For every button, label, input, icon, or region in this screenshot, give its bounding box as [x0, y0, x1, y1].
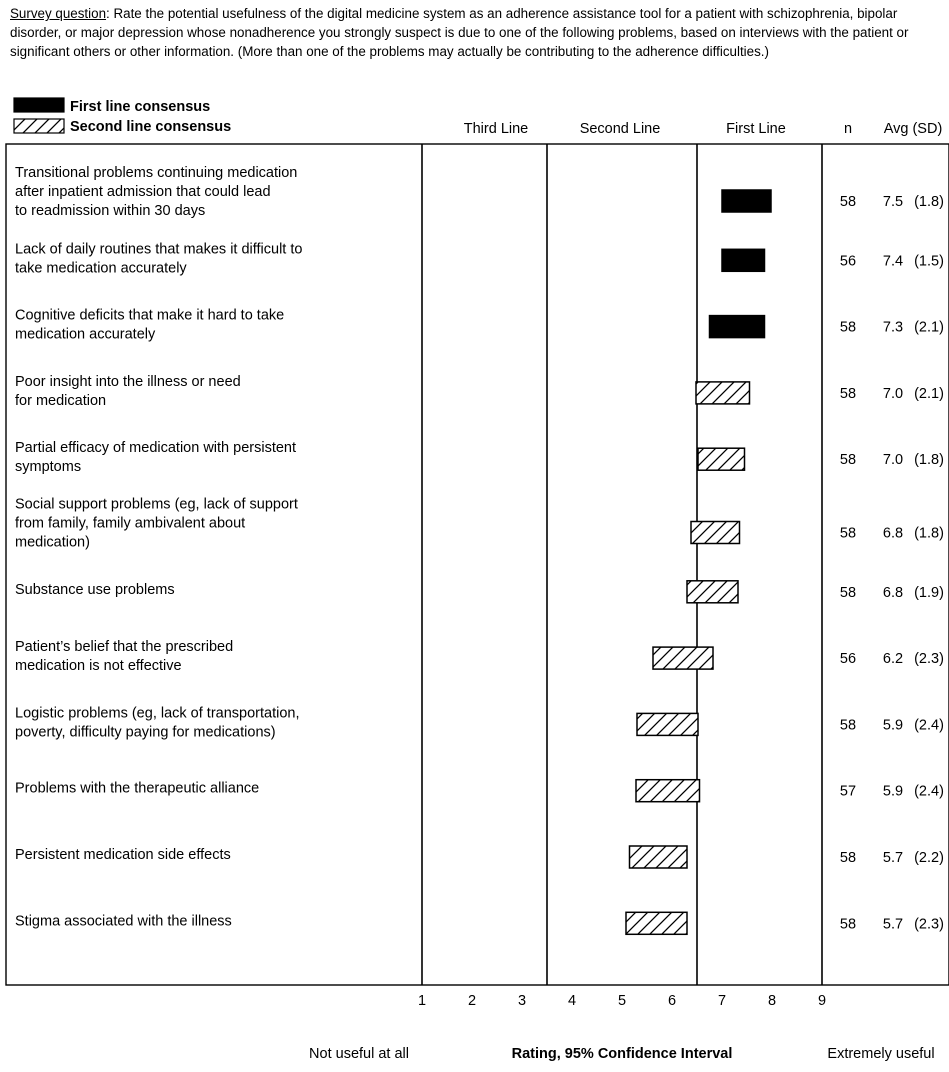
ci-bar-second-line: [695, 381, 751, 405]
row-avg-value: 7.0: [883, 386, 903, 402]
row-avg-value: 6.2: [883, 651, 903, 667]
row-n-value: 58: [840, 194, 856, 210]
column-header-avg: Avg (SD): [884, 121, 943, 137]
row-label: after inpatient admission that could lea…: [15, 184, 271, 200]
row-label: Partial efficacy of medication with pers…: [15, 440, 296, 456]
row-label: Social support problems (eg, lack of sup…: [15, 497, 298, 513]
zone-header-label: Third Line: [464, 121, 528, 137]
row-label: Substance use problems: [15, 582, 175, 598]
row-avg-value: 5.9: [883, 784, 903, 800]
row-sd-value: (1.5): [914, 253, 944, 269]
row-avg-value: 5.7: [883, 916, 903, 932]
row-label: Poor insight into the illness or need: [15, 374, 241, 390]
row-n-value: 56: [840, 253, 856, 269]
row-avg-value: 7.0: [883, 452, 903, 468]
row-avg-value: 7.3: [883, 320, 903, 336]
x-tick-label: 3: [518, 993, 526, 1009]
row-label: Problems with the therapeutic alliance: [15, 781, 259, 797]
row-sd-value: (2.1): [914, 386, 944, 402]
x-label-right: Extremely useful: [827, 1046, 934, 1062]
row-sd-value: (2.3): [914, 651, 944, 667]
row-avg-value: 5.9: [883, 717, 903, 733]
row-sd-value: (1.9): [914, 585, 944, 601]
x-tick-label: 4: [568, 993, 576, 1009]
row-n-value: 56: [840, 651, 856, 667]
row-n-value: 58: [840, 452, 856, 468]
row-label: Patient’s belief that the prescribed: [15, 639, 233, 655]
ci-bar-second-line: [625, 911, 688, 936]
ci-bar-first-line: [708, 314, 766, 339]
row-n-value: 58: [840, 916, 856, 932]
legend-swatch-second-line: [13, 118, 65, 134]
ci-bar-first-line: [721, 189, 772, 213]
row-n-value: 58: [840, 585, 856, 601]
x-tick-label: 9: [818, 993, 826, 1009]
x-tick-label: 5: [618, 993, 626, 1009]
row-n-value: 58: [840, 526, 856, 542]
row-label: Logistic problems (eg, lack of transport…: [15, 705, 300, 721]
row-label: medication): [15, 535, 90, 551]
row-label: from family, family ambivalent about: [15, 516, 245, 532]
x-label-left: Not useful at all: [309, 1046, 409, 1062]
zone-header-label: First Line: [726, 121, 786, 137]
row-label: Stigma associated with the illness: [15, 913, 232, 929]
row-avg-value: 7.5: [883, 194, 903, 210]
legend-swatch-first-line: [13, 97, 65, 113]
row-n-value: 58: [840, 320, 856, 336]
row-label: Persistent medication side effects: [15, 847, 231, 863]
ci-bar-second-line: [628, 845, 688, 869]
row-label: symptoms: [15, 459, 81, 475]
ci-bar-second-line: [686, 580, 739, 604]
row-sd-value: (1.8): [914, 452, 944, 468]
row-label: poverty, difficulty paying for medicatio…: [15, 724, 276, 740]
ci-bar-second-line: [690, 520, 741, 545]
row-avg-value: 5.7: [883, 850, 903, 866]
row-sd-value: (2.4): [914, 717, 944, 733]
row-label: to readmission within 30 days: [15, 203, 205, 219]
ci-bar-second-line: [636, 712, 699, 737]
ci-bar-second-line: [697, 447, 746, 471]
row-label: Transitional problems continuing medicat…: [15, 165, 297, 181]
zone-header-label: Second Line: [580, 121, 661, 137]
row-label: take medication accurately: [15, 260, 187, 276]
row-avg-value: 6.8: [883, 585, 903, 601]
row-label: medication is not effective: [15, 658, 182, 674]
row-n-value: 58: [840, 717, 856, 733]
legend-label-second-line: Second line consensus: [70, 119, 231, 135]
row-sd-value: (2.4): [914, 784, 944, 800]
row-sd-value: (2.1): [914, 320, 944, 336]
x-axis-title: Rating, 95% Confidence Interval: [512, 1046, 733, 1062]
x-tick-label: 7: [718, 993, 726, 1009]
legend-label-first-line: First line consensus: [70, 99, 210, 115]
x-tick-label: 2: [468, 993, 476, 1009]
row-label: Cognitive deficits that make it hard to …: [15, 308, 284, 324]
row-n-value: 58: [840, 850, 856, 866]
survey-question: Survey question: Rate the potential usef…: [10, 4, 945, 61]
row-label: medication accurately: [15, 327, 156, 343]
ci-bar-second-line: [652, 646, 714, 670]
row-sd-value: (2.2): [914, 850, 944, 866]
row-sd-value: (1.8): [914, 526, 944, 542]
x-tick-label: 6: [668, 993, 676, 1009]
row-sd-value: (1.8): [914, 194, 944, 210]
row-n-value: 57: [840, 784, 856, 800]
ci-bar-first-line: [721, 248, 766, 273]
ci-bar-second-line: [635, 778, 701, 803]
column-header-n: n: [844, 121, 852, 137]
chart-frame: [5, 143, 949, 986]
row-avg-value: 7.4: [883, 253, 903, 269]
survey-question-text: : Rate the potential usefulness of the d…: [10, 6, 909, 59]
survey-question-label: Survey question: [10, 6, 107, 21]
row-label: Lack of daily routines that makes it dif…: [15, 241, 302, 257]
x-tick-label: 1: [418, 993, 426, 1009]
row-n-value: 58: [840, 386, 856, 402]
row-label: for medication: [15, 393, 106, 409]
x-tick-label: 8: [768, 993, 776, 1009]
row-sd-value: (2.3): [914, 916, 944, 932]
row-avg-value: 6.8: [883, 526, 903, 542]
